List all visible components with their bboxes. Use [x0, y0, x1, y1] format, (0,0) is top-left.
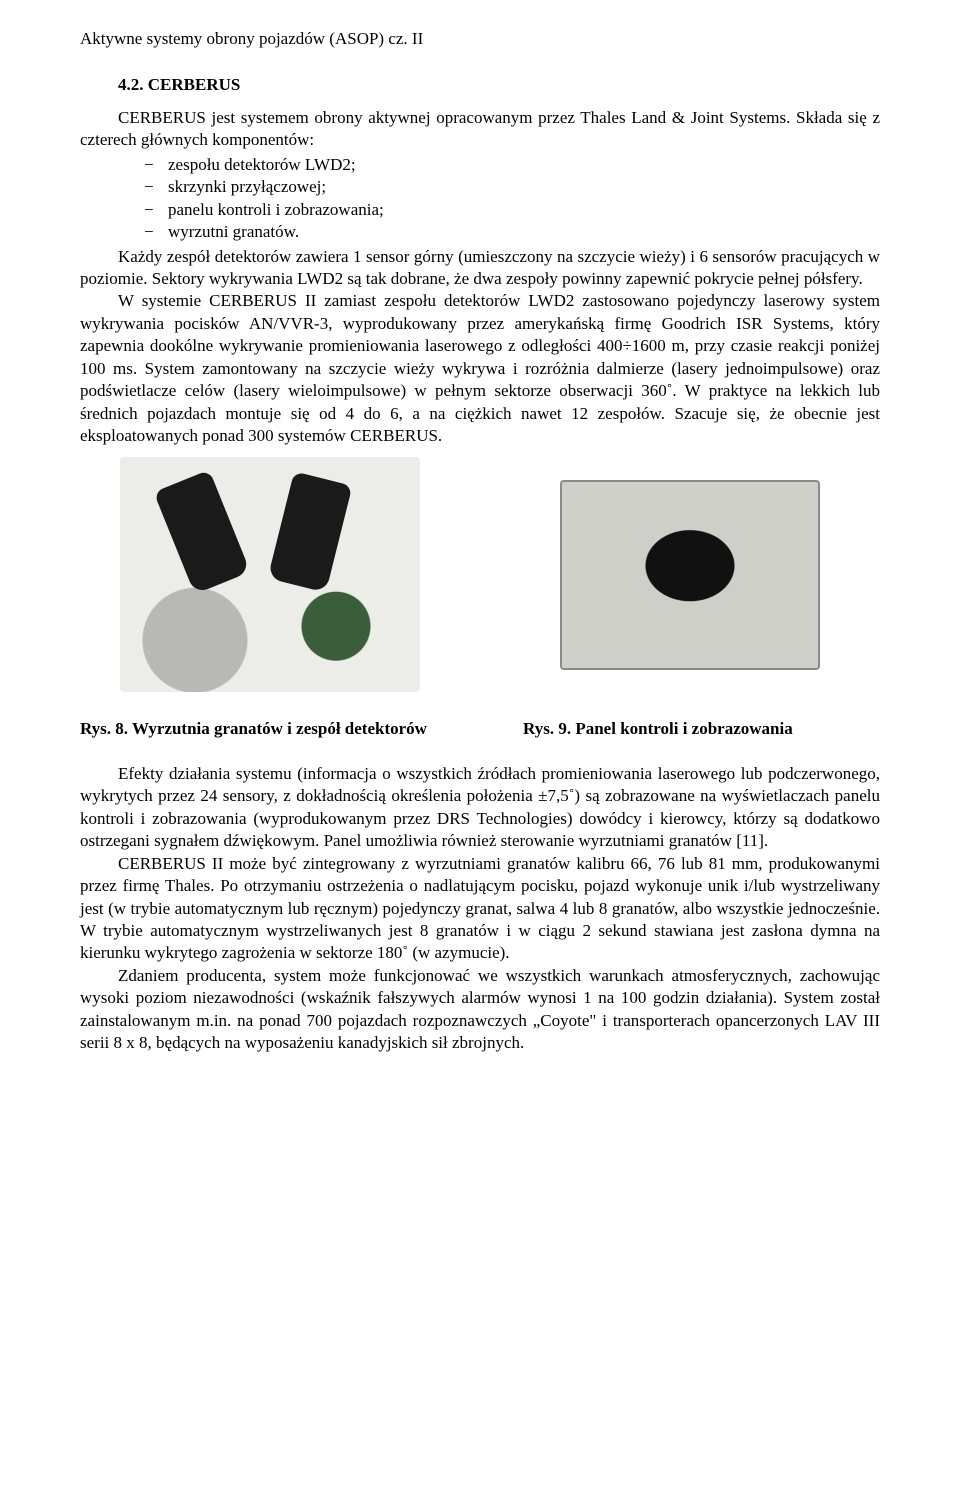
component-list: − zespołu detektorów LWD2; − skrzynki pr…: [144, 154, 880, 244]
body-paragraph: CERBERUS II może być zintegrowany z wyrz…: [80, 853, 880, 965]
list-item-label: panelu kontroli i zobrazowania;: [168, 199, 384, 221]
list-item: − zespołu detektorów LWD2;: [144, 154, 880, 176]
figure-captions: Rys. 8. Wyrzutnia granatów i zespół dete…: [80, 718, 880, 740]
section-heading: 4.2. CERBERUS: [118, 74, 880, 96]
list-item-label: zespołu detektorów LWD2;: [168, 154, 356, 176]
figure-row: [80, 457, 880, 692]
figure-9-control-panel: [540, 457, 840, 692]
dash-icon: −: [144, 199, 156, 221]
figure-8-caption: Rys. 8. Wyrzutnia granatów i zespół dete…: [80, 718, 499, 740]
control-panel-image: [560, 480, 820, 670]
list-item-label: skrzynki przyłączowej;: [168, 176, 326, 198]
list-item: − panelu kontroli i zobrazowania;: [144, 199, 880, 221]
running-header: Aktywne systemy obrony pojazdów (ASOP) c…: [80, 28, 880, 50]
list-item: − wyrzutni granatów.: [144, 221, 880, 243]
body-paragraph: Zdaniem producenta, system może funkcjon…: [80, 965, 880, 1055]
figure-9-caption: Rys. 9. Panel kontroli i zobrazowania: [523, 718, 880, 740]
intro-paragraph: CERBERUS jest systemem obrony aktywnej o…: [80, 107, 880, 152]
list-item: − skrzynki przyłączowej;: [144, 176, 880, 198]
dash-icon: −: [144, 176, 156, 198]
dash-icon: −: [144, 221, 156, 243]
body-paragraph: W systemie CERBERUS II zamiast zespołu d…: [80, 290, 880, 447]
launcher-detector-image: [120, 457, 420, 692]
dash-icon: −: [144, 154, 156, 176]
figure-8-launcher-detectors: [120, 457, 420, 692]
list-item-label: wyrzutni granatów.: [168, 221, 299, 243]
body-paragraph: Efekty działania systemu (informacja o w…: [80, 763, 880, 853]
body-paragraph: Każdy zespół detektorów zawiera 1 sensor…: [80, 246, 880, 291]
